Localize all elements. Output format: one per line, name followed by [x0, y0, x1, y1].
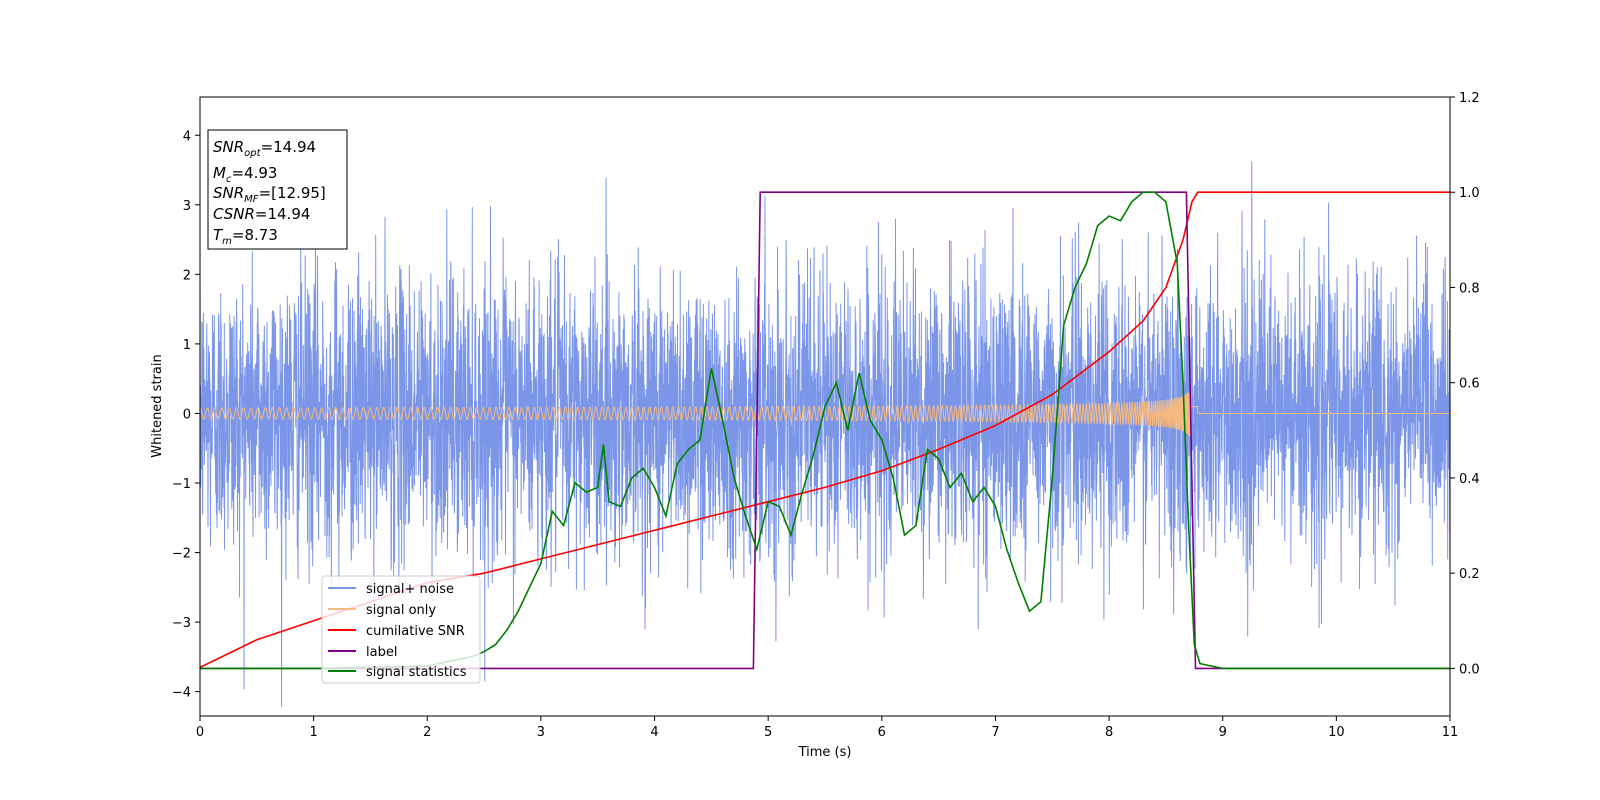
y2-tick-label: 1.0 [1459, 186, 1480, 201]
y2-tick-label: 0.2 [1459, 567, 1480, 582]
annotation-mc: Mc=4.93 [213, 164, 277, 185]
y-axis-left: −4 −3 −2 −1 0 1 2 3 4 [172, 129, 200, 701]
legend-label-signal-statistics: signal statistics [366, 665, 467, 680]
annotation-tm: Tm=8.73 [213, 226, 278, 247]
y2-tick-label: 0.0 [1459, 662, 1480, 677]
x-tick-label: 9 [1219, 725, 1227, 740]
y-tick-label: 1 [183, 338, 191, 353]
y-axis-right: 0.0 0.2 0.4 0.6 0.8 1.0 1.2 [1450, 91, 1480, 677]
y2-tick-label: 0.8 [1459, 281, 1480, 296]
x-tick-label: 11 [1442, 725, 1459, 740]
y-tick-label: 3 [183, 199, 191, 214]
legend-label-label: label [366, 645, 397, 660]
y-tick-label: 0 [183, 407, 191, 422]
x-axis: 0 1 2 3 4 5 6 7 8 9 10 11 [196, 716, 1458, 740]
plot-frame [199, 96, 1451, 717]
x-tick-label: 8 [1105, 725, 1113, 740]
annotation-box: SNRopt=14.94 Mc=4.93 SNRMF=[12.95] CSNR=… [207, 129, 348, 250]
x-tick-label: 2 [423, 725, 431, 740]
x-tick-label: 5 [764, 725, 772, 740]
x-tick-label: 1 [309, 725, 317, 740]
legend-label-signal-only: signal only [366, 603, 436, 618]
x-tick-label: 0 [196, 725, 204, 740]
x-tick-label: 4 [650, 725, 658, 740]
legend-label-cumilative-snr: cumilative SNR [366, 624, 465, 639]
x-axis-label: Time (s) [798, 745, 852, 760]
y-tick-label: −3 [172, 616, 191, 631]
legend: signal+ noise signal only cumilative SNR… [321, 575, 481, 684]
y2-tick-label: 0.6 [1459, 377, 1480, 392]
x-tick-label: 3 [537, 725, 545, 740]
y-tick-label: −1 [172, 477, 191, 492]
series-signal-statistics-line [200, 191, 1450, 670]
y-axis-label: Whitened strain [150, 354, 165, 457]
y-tick-label: −4 [172, 686, 191, 701]
annotation-frame [207, 129, 348, 250]
annotation-snr-opt: SNRopt=14.94 [213, 138, 316, 159]
legend-frame [321, 575, 481, 684]
y2-tick-label: 1.2 [1459, 91, 1480, 106]
y2-tick-label: 0.4 [1459, 472, 1480, 487]
series-signal-noise-line [200, 161, 1450, 707]
x-tick-label: 6 [878, 725, 886, 740]
annotation-csnr: CSNR=14.94 [213, 205, 310, 223]
x-tick-label: 10 [1328, 725, 1345, 740]
y-tick-label: −2 [172, 547, 191, 562]
x-tick-label: 7 [991, 725, 999, 740]
y-tick-label: 4 [183, 129, 191, 144]
legend-label-signal-noise: signal+ noise [366, 582, 454, 597]
annotation-snr-mf: SNRMF=[12.95] [213, 184, 326, 205]
y-tick-label: 2 [183, 268, 191, 283]
